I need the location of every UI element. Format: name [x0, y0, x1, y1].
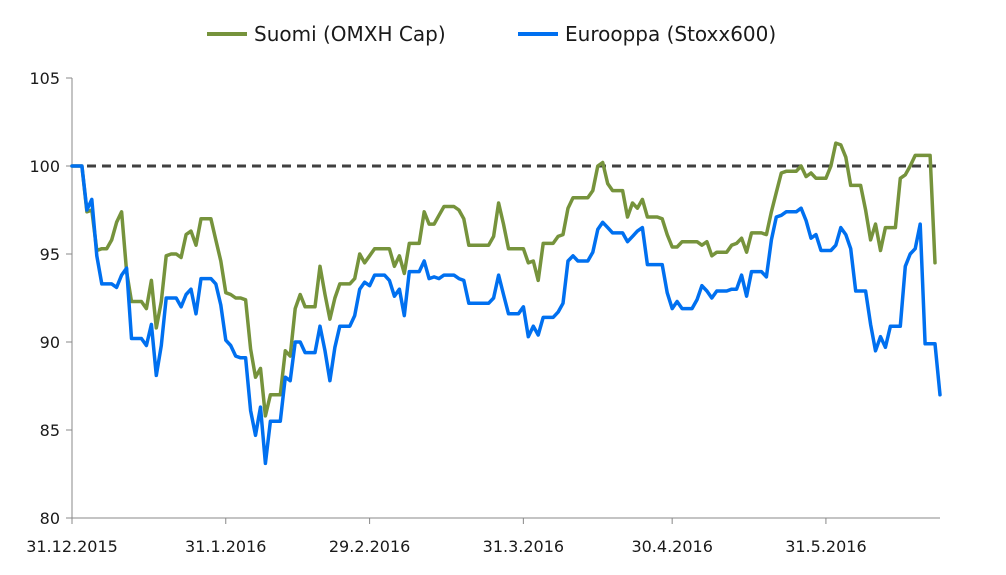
legend-label-suomi: Suomi (OMXH Cap)	[254, 22, 446, 46]
legend-label-eurooppa: Eurooppa (Stoxx600)	[565, 22, 776, 46]
y-tick-label: 95	[40, 245, 60, 264]
y-tick-label: 80	[40, 509, 60, 528]
y-tick-label: 85	[40, 421, 60, 440]
y-tick-label: 90	[40, 333, 60, 352]
legend: Suomi (OMXH Cap) Eurooppa (Stoxx600)	[207, 22, 776, 46]
x-tick-label: 29.2.2016	[329, 537, 410, 556]
series-line-eurooppa	[70, 164, 942, 466]
y-tick-label: 100	[29, 157, 60, 176]
legend-item-eurooppa: Eurooppa (Stoxx600)	[518, 22, 776, 46]
x-tick-label: 30.4.2016	[631, 537, 712, 556]
series-group	[70, 141, 942, 466]
x-tick-label: 31.12.2015	[26, 537, 118, 556]
x-tick-label: 31.5.2016	[785, 537, 866, 556]
series-line-suomi	[70, 141, 937, 418]
axes: 80 85 90 95 100 105 31.12.2015 31.1.2016 29.2.20…	[26, 69, 940, 556]
legend-item-suomi: Suomi (OMXH Cap)	[207, 22, 446, 46]
y-tick-label: 105	[29, 69, 60, 88]
x-tick-label: 31.3.2016	[483, 537, 564, 556]
x-tick-label: 31.1.2016	[185, 537, 266, 556]
